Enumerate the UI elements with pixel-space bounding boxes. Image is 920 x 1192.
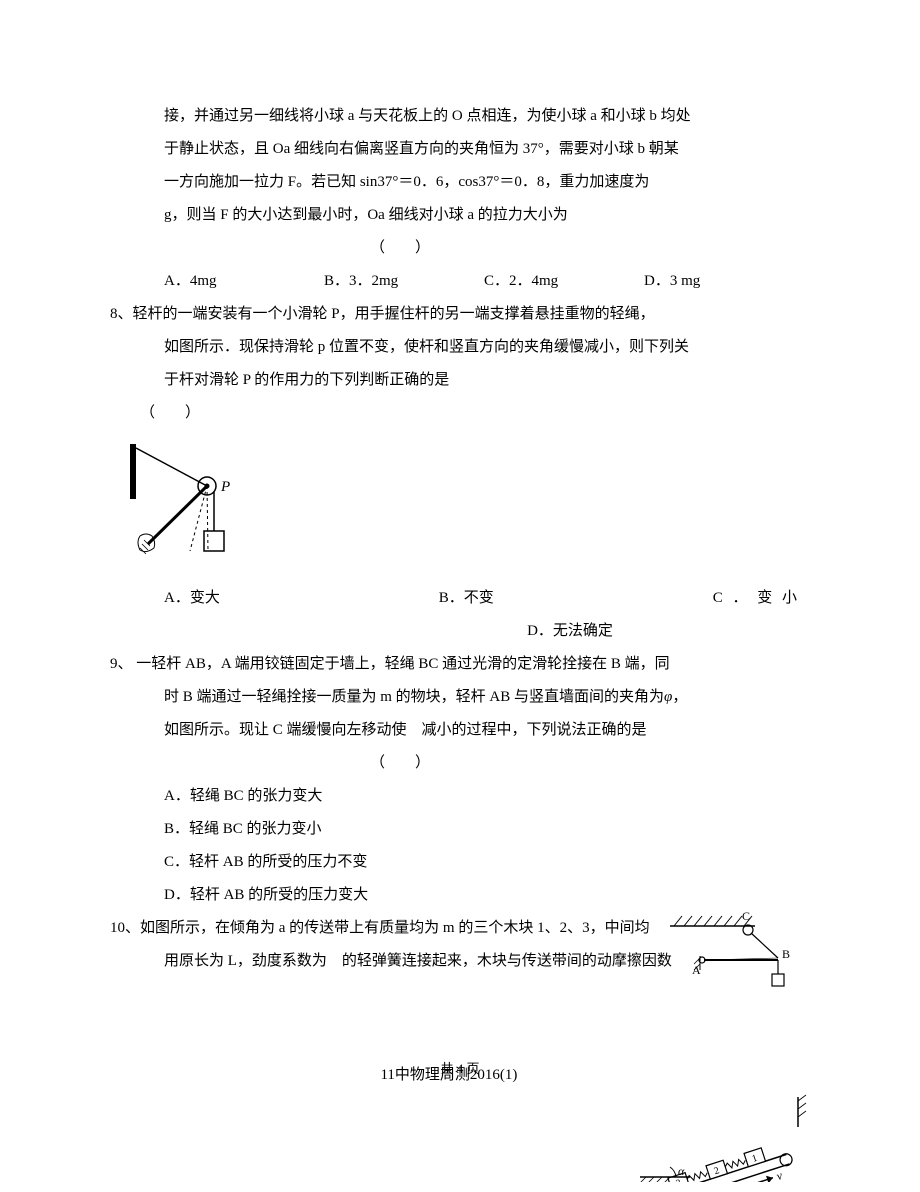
q9-text: 一轻杆 AB，A 端用铰链固定于墙上，轻绳 BC 通过光滑的定滑轮拴接在 B 端… <box>133 656 670 672</box>
page-footer: 11中物理周测2016(1) 共 4 页 <box>0 1055 920 1084</box>
q7-line: 于静止状态，且 Oa 细线向右偏离竖直方向的夹角恒为 37°，需要对小球 b 朝… <box>110 133 810 166</box>
q7-opt-d: D．3 mg <box>644 265 764 298</box>
q10-figure: 1 2 3 v <box>630 1087 810 1182</box>
page-content: 接，并通过另一细线将小球 a 与天花板上的 O 点相连，为使小球 a 和小球 b… <box>0 0 920 978</box>
phi-symbol: φ <box>664 689 672 705</box>
q8-opt-b: B．不变 <box>439 582 494 615</box>
q8-text: 轻杆的一端安装有一个小滑轮 P，用手握住杆的另一端支撑着悬挂重物的轻绳， <box>133 306 655 322</box>
q9-opt-a: A．轻绳 BC 的张力变大 <box>110 780 810 813</box>
q10-num: 10、 <box>110 920 140 936</box>
q9-opt-b: B．轻绳 BC 的张力变小 <box>110 813 810 846</box>
q9-a-label: A <box>692 963 701 977</box>
q8-line: 如图所示．现保持滑轮 p 位置不变，使杆和竖直方向的夹角缓慢减小，则下列关 <box>110 331 810 364</box>
q7-line: g，则当 F 的大小达到最小时，Oa 细线对小球 a 的拉力大小为 <box>110 199 810 232</box>
q7-opt-b: B．3．2mg <box>324 265 484 298</box>
q9-line3: 如图所示。现让 C 端缓慢向左移动使 减小的过程中，下列说法正确的是 <box>110 714 810 747</box>
q8-opt-c: C ． 变 小 <box>713 582 800 615</box>
q9-c-label: C <box>742 909 750 923</box>
q9-b-label: B <box>782 947 790 961</box>
q9-line2: 时 B 端通过一轻绳拴接一质量为 m 的物块，轻杆 AB 与竖直墙面间的夹角为φ… <box>110 681 810 714</box>
q8-bracket: （ ） <box>110 397 810 430</box>
q10-text: 如图所示，在倾角为 a 的传送带上有质量均为 m 的三个木块 1、2、3，中间均 <box>140 920 650 936</box>
q9-line1: 9、 一轻杆 AB，A 端用铰链固定于墙上，轻绳 BC 通过光滑的定滑轮拴接在 … <box>110 648 810 681</box>
svg-text:v: v <box>775 1168 785 1182</box>
q8-options: A．变大 B．不变 C ． 变 小 <box>110 582 810 615</box>
q9-bracket: （ ） <box>110 747 810 780</box>
q8-opt-a: A．变大 <box>164 582 220 615</box>
q7-opt-a: A．4mg <box>164 265 324 298</box>
q9-num: 9、 <box>110 656 133 672</box>
q9-figure: C A B <box>660 908 800 998</box>
q8-line: 于杆对滑轮 P 的作用力的下列判断正确的是 <box>110 364 810 397</box>
q8-line1: 8、轻杆的一端安装有一个小滑轮 P，用手握住杆的另一端支撑着悬挂重物的轻绳， <box>110 298 810 331</box>
q8-num: 8、 <box>110 306 133 322</box>
q8-p-label: P <box>220 479 230 495</box>
q9-opt-c: C．轻杆 AB 的所受的压力不变 <box>110 846 810 879</box>
q7-line: 一方向施加一拉力 F。若已知 sin37°＝0．6，cos37°＝0．8，重力加… <box>110 166 810 199</box>
q7-bracket: （ ） <box>110 232 810 265</box>
q7-options: A．4mg B．3．2mg C．2．4mg D．3 mg <box>110 265 810 298</box>
svg-text:α: α <box>678 1164 685 1178</box>
q7-opt-c: C．2．4mg <box>484 265 644 298</box>
q7-line: 接，并通过另一细线将小球 a 与天花板上的 O 点相连，为使小球 a 和小球 b… <box>110 100 810 133</box>
footer-overlap: 11中物理周测2016(1) <box>380 1059 517 1092</box>
q8-opt-d: D．无法确定 <box>110 615 810 648</box>
q8-figure: P <box>120 436 810 576</box>
